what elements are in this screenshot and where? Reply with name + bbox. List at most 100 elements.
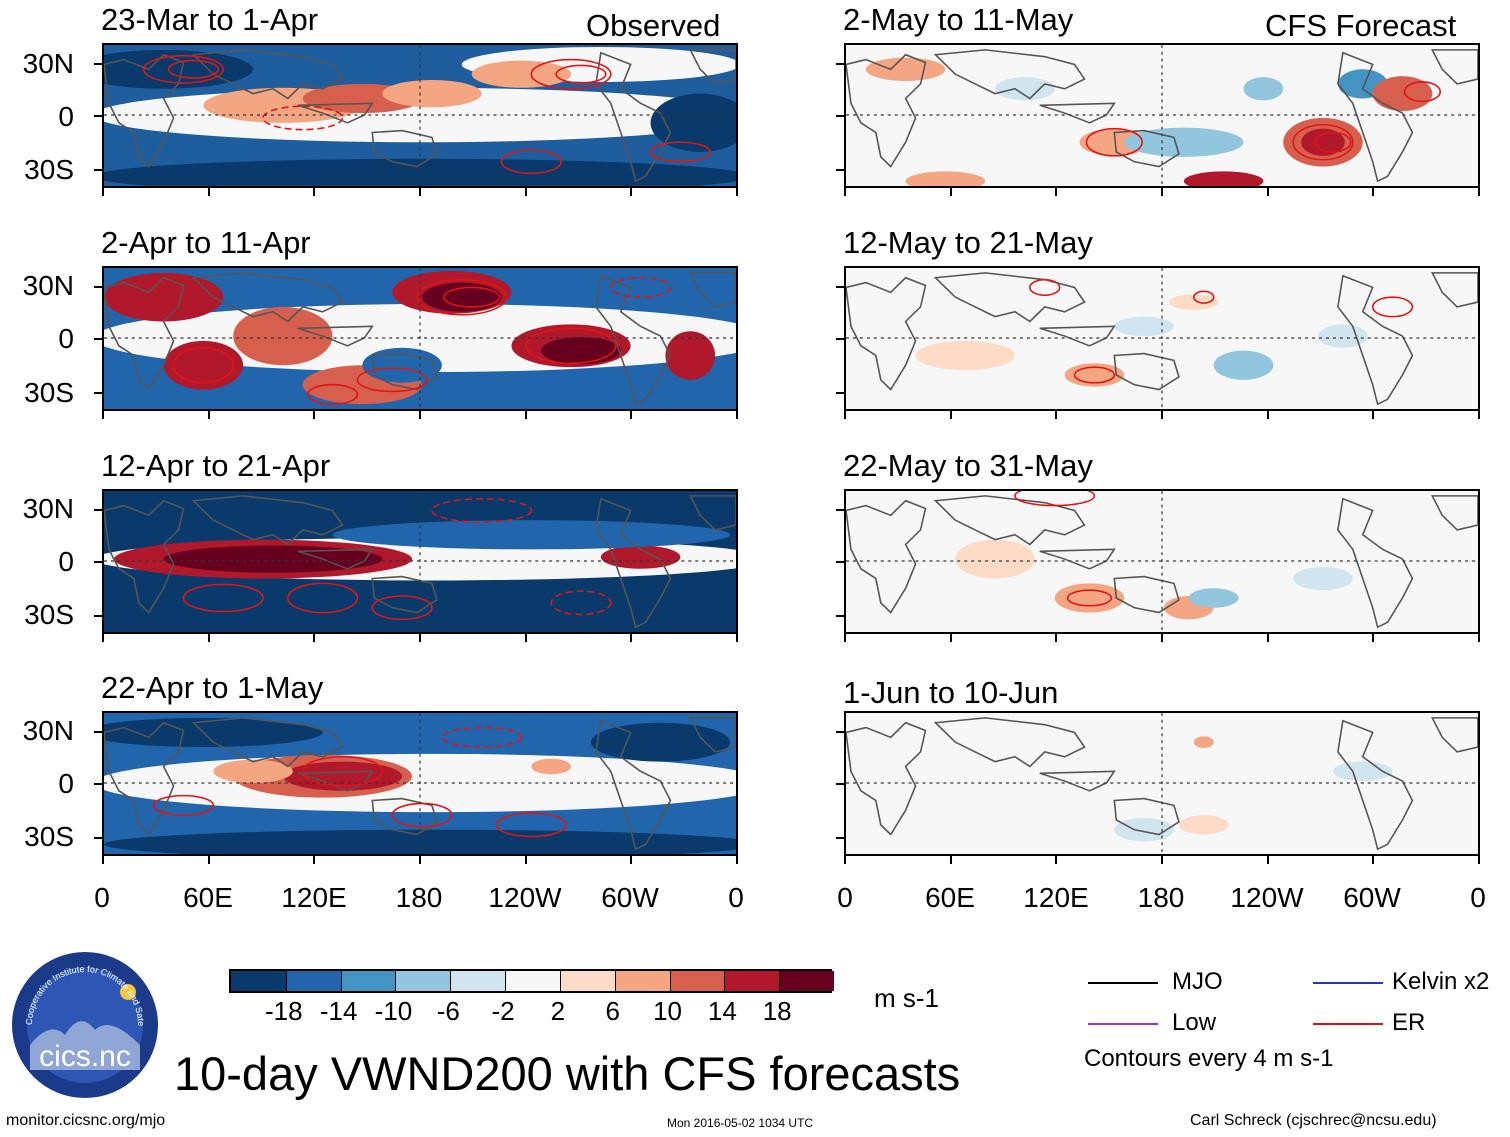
y-tick [836, 783, 844, 785]
y-tick [94, 63, 102, 65]
legend-mjo-line [1088, 982, 1158, 984]
legend-er-label: ER [1392, 1009, 1426, 1036]
anomaly-shading [865, 57, 946, 81]
er-contour-positive [649, 141, 711, 163]
y-label-0: 0 [58, 101, 74, 132]
coastline [1113, 352, 1180, 391]
coastline [1113, 575, 1180, 614]
anomaly-shading [665, 331, 716, 380]
x-tick [419, 856, 421, 864]
x-tick [313, 188, 316, 196]
anomaly-shading [1183, 171, 1264, 186]
x-tick [313, 856, 316, 864]
anomaly-shading [471, 60, 572, 88]
anomaly-shading [382, 80, 482, 108]
panel-title-fcst-3: 22-May to 31-May [843, 448, 1093, 483]
coastline [933, 49, 1086, 100]
x-tick [1055, 188, 1058, 196]
footer-timestamp: Mon 2016-05-02 1034 UTC [667, 1116, 814, 1130]
x-label: 120W [1230, 882, 1304, 913]
coastline [595, 51, 672, 183]
colorbar-units: m s-1 [874, 983, 939, 1013]
x-tick [1266, 634, 1269, 642]
coastline [1039, 770, 1116, 792]
anomaly-shading [104, 272, 224, 322]
anomaly-shading [1293, 566, 1353, 591]
y-tick [836, 286, 844, 288]
coastline [595, 274, 672, 406]
cics-logo-graphic: Cooperative Institute for Climate and Sa… [7, 942, 158, 1098]
anomaly-shading [421, 282, 502, 312]
coastline [371, 797, 438, 836]
coastline [104, 276, 185, 391]
er-contour-positive [167, 59, 220, 79]
coastline [689, 272, 736, 308]
coastline [104, 499, 185, 614]
coastline [595, 497, 672, 629]
x-label: 0 [728, 882, 744, 913]
x-tick [207, 856, 210, 864]
anomaly-shading [213, 759, 293, 784]
coastline [1113, 129, 1180, 168]
x-tick [630, 856, 633, 864]
y-label-0: 0 [58, 768, 74, 799]
footer-url[interactable]: monitor.cicsnc.org/mjo [6, 1112, 166, 1129]
er-contour-positive [287, 582, 359, 614]
coastline [846, 53, 927, 168]
panel-title-fcst-2: 12-May to 21-May [843, 225, 1093, 260]
er-contour-negative [609, 276, 672, 298]
x-label: 60E [183, 882, 233, 913]
x-tick [1055, 634, 1058, 642]
y-tick [94, 837, 102, 839]
anomaly-shading [1213, 350, 1274, 380]
anomaly-shading [1124, 127, 1244, 157]
forecast-map-panel-1 [844, 43, 1480, 188]
panel-title-obs-1: 23-Mar to 1-Apr [101, 2, 319, 37]
x-tick [419, 411, 421, 419]
anomaly-shading [650, 93, 736, 152]
er-contour-positive [416, 278, 508, 316]
anomaly-shading [1168, 294, 1219, 310]
legend-note: Contours every 4 m s-1 [1084, 1045, 1334, 1072]
x-tick [1478, 411, 1480, 419]
coastline [371, 129, 438, 168]
coastline [1039, 548, 1116, 570]
legend-low-label: Low [1172, 1009, 1217, 1036]
y-label-30s: 30S [24, 821, 74, 852]
x-label: 0 [1470, 882, 1486, 913]
x-tick [630, 634, 633, 642]
anomaly-shading [1372, 76, 1433, 112]
x-label: 120E [281, 882, 347, 913]
coastline [297, 325, 374, 347]
colorbar-label: -6 [436, 996, 460, 1026]
y-tick [94, 561, 102, 563]
legend-low-line [1088, 1023, 1158, 1025]
colorbar-swatch [779, 971, 834, 991]
coastline [1113, 797, 1180, 836]
anomaly-shading [600, 545, 681, 569]
er-contour-positive [443, 286, 501, 308]
anomaly-shading [1178, 815, 1229, 835]
coastline [1337, 719, 1414, 851]
forecast-map-panel-3 [844, 489, 1480, 634]
x-tick [949, 188, 952, 196]
coastline [191, 272, 344, 323]
y-tick [836, 115, 844, 117]
coastline [1431, 272, 1478, 308]
y-tick [836, 392, 844, 394]
x-label: 120E [1023, 882, 1089, 913]
colorbar-swatch [285, 971, 341, 991]
colorbar-swatch [669, 971, 725, 991]
anomaly-shading [1318, 324, 1368, 348]
x-tick [524, 188, 527, 196]
observed-map-panel-4 [102, 711, 738, 856]
coastline [371, 352, 438, 391]
x-tick [1266, 411, 1269, 419]
er-contour-positive [356, 367, 428, 393]
panel-title-fcst-1: 2-May to 11-May [843, 2, 1074, 37]
er-contour-positive [142, 54, 225, 84]
x-tick [313, 411, 316, 419]
colorbar-label: 14 [707, 996, 737, 1026]
colorbar-label: -2 [491, 996, 515, 1026]
colorbar-swatch [505, 971, 560, 991]
